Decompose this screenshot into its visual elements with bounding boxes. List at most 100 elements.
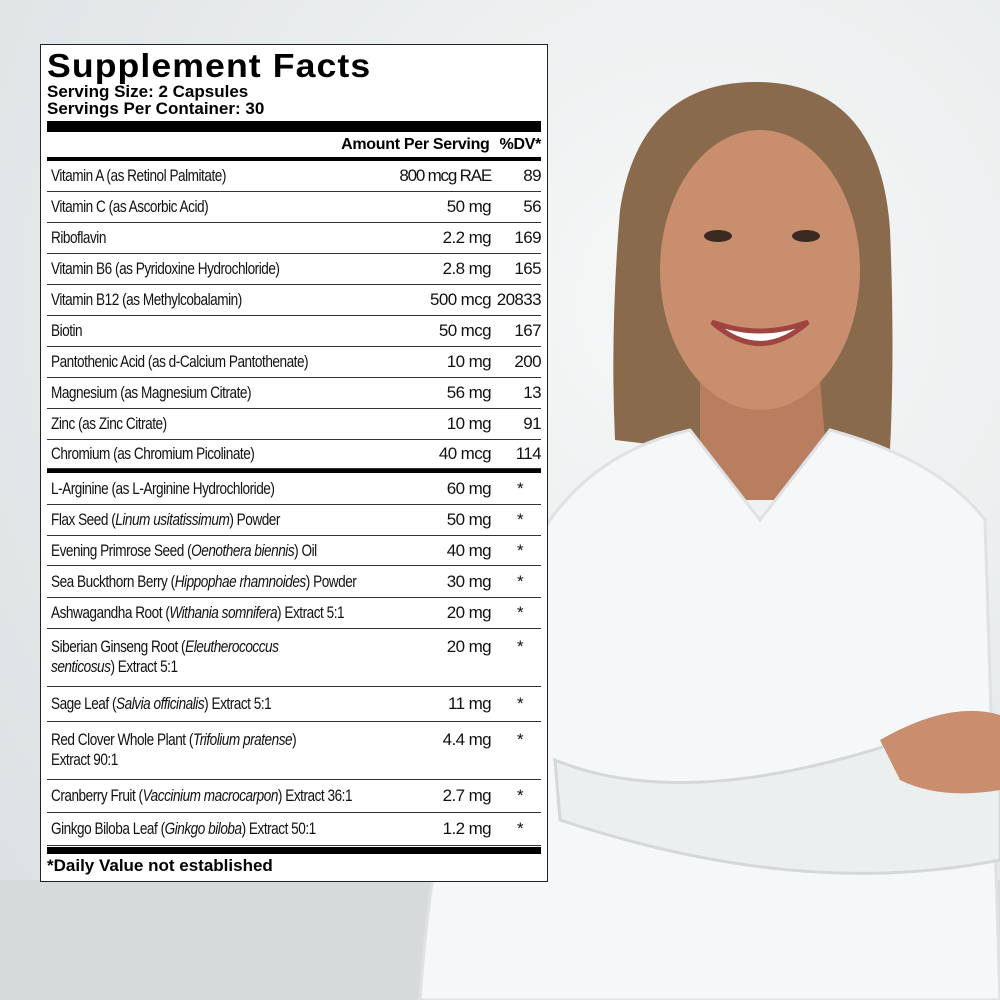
- nutrient-name-part: Vitamin B12 (as Methylcobalamin): [51, 290, 242, 309]
- daily-value: *: [516, 786, 524, 805]
- nutrient-row: Cranberry Fruit (Vaccinium macrocarpon) …: [47, 780, 541, 813]
- nutrient-name: Evening Primrose Seed (Oenothera biennis…: [47, 541, 391, 561]
- daily-value: 20833: [496, 290, 542, 309]
- amount: 500 mcg: [429, 290, 492, 309]
- daily-value: *: [516, 819, 524, 838]
- amount: 50 mg: [446, 510, 492, 529]
- hand: [880, 710, 1000, 794]
- nutrient-row: Riboflavin 2.2 mg 169: [47, 223, 542, 254]
- nutrient-row: Magnesium (as Magnesium Citrate) 56 mg 13: [47, 378, 542, 409]
- nutrient-row: Zinc (as Zinc Citrate) 10 mg 91: [47, 409, 542, 440]
- nutrient-name-part: Evening Primrose Seed (: [51, 540, 192, 560]
- nutrient-name: Sage Leaf (Salvia officinalis) Extract 5…: [47, 694, 391, 714]
- nutrient-name: Vitamin B12 (as Methylcobalamin): [47, 290, 391, 310]
- amount: 20 mg: [446, 637, 492, 656]
- supplement-facts-label: Supplement Facts Serving Size: 2 Capsule…: [40, 44, 548, 882]
- nutrient-name-text: Cranberry Fruit (Vaccinium macrocarpon) …: [51, 786, 391, 806]
- nutrient-name-part: Vitamin A (as Retinol Palmitate): [51, 166, 226, 185]
- latin-name: Hippophae rhamnoides: [174, 571, 307, 591]
- daily-value: *: [516, 571, 524, 591]
- arms: [553, 718, 1000, 875]
- amount: 2.7 mg: [442, 786, 492, 805]
- nutrient-name: Vitamin A (as Retinol Palmitate): [47, 166, 391, 186]
- nutrient-name-part: Sage Leaf (: [51, 694, 117, 713]
- nutrient-name-part: Vitamin B6 (as Pyridoxine Hydrochloride): [51, 259, 280, 278]
- nutrient-name-part: ) Extract 36:1: [277, 786, 353, 805]
- nutrient-row: Siberian Ginseng Root (Eleutherococcus s…: [47, 629, 541, 687]
- amount: 800 mcg RAE: [399, 166, 492, 185]
- nutrient-name-part: Siberian Ginseng Root (: [51, 637, 186, 656]
- nutrient-row: L-Arginine (as L-Arginine Hydrochloride)…: [47, 473, 541, 505]
- nutrient-name: Ashwagandha Root (Withania somnifera) Ex…: [47, 603, 391, 623]
- nutrient-name-text: Chromium (as Chromium Picolinate): [51, 444, 391, 464]
- nutrient-name-part: ) Oil: [294, 540, 317, 560]
- daily-value: 200: [514, 352, 541, 371]
- daily-value: *: [516, 478, 524, 498]
- nutrient-name-text: Magnesium (as Magnesium Citrate): [51, 383, 391, 403]
- nutrient-name-part: ) Powder: [305, 571, 357, 591]
- nutrient-row: Ginkgo Biloba Leaf (Ginkgo biloba) Extra…: [47, 813, 541, 846]
- nutrient-row: Vitamin C (as Ascorbic Acid) 50 mg 56: [47, 192, 542, 223]
- nutrient-name: Siberian Ginseng Root (Eleutherococcus s…: [47, 637, 391, 677]
- amount: 40 mcg: [438, 444, 492, 463]
- dv-header: %DV*: [499, 135, 542, 153]
- nutrient-name: Pantothenic Acid (as d-Calcium Pantothen…: [47, 352, 391, 372]
- nutrient-row: Biotin 50 mcg 167: [47, 316, 542, 347]
- latin-name: Linum usitatissimum: [115, 510, 230, 529]
- label-title: Supplement Facts: [47, 47, 372, 84]
- nutrient-row: Sage Leaf (Salvia officinalis) Extract 5…: [47, 687, 541, 722]
- nutrient-name: Cranberry Fruit (Vaccinium macrocarpon) …: [47, 786, 391, 806]
- latin-name: Salvia officinalis: [116, 694, 205, 713]
- daily-value: 167: [514, 321, 541, 340]
- nutrient-name-text: Zinc (as Zinc Citrate): [51, 414, 391, 434]
- nutrient-name-text: Vitamin B12 (as Methylcobalamin): [51, 290, 391, 310]
- nutrient-name: Red Clover Whole Plant (Trifolium praten…: [47, 730, 391, 770]
- eye: [704, 230, 732, 242]
- nutrient-name: Sea Buckthorn Berry (Hippophae rhamnoide…: [47, 572, 391, 592]
- amount: 2.2 mg: [442, 228, 492, 247]
- latin-name: Trifolium pratense: [192, 730, 293, 749]
- amount: 30 mg: [446, 571, 492, 591]
- face: [660, 130, 860, 410]
- nutrient-name-text: Flax Seed (Linum usitatissimum) Powder: [51, 510, 391, 530]
- latin-name: Withania somnifera: [169, 603, 278, 622]
- latin-name: Oenothera biennis: [191, 540, 295, 560]
- vitamin-rows: Vitamin A (as Retinol Palmitate) 800 mcg …: [47, 161, 542, 469]
- daily-value: *: [516, 730, 524, 749]
- nutrient-row: Vitamin B12 (as Methylcobalamin) 500 mcg 2…: [47, 285, 542, 316]
- daily-value: 56: [523, 197, 541, 216]
- daily-value: *: [516, 540, 524, 560]
- daily-value: 91: [523, 414, 541, 433]
- nutrient-name-text: Vitamin A (as Retinol Palmitate): [51, 166, 391, 186]
- nutrient-name-part: Flax Seed (: [51, 510, 116, 529]
- daily-value: 89: [523, 166, 541, 185]
- nutrient-name-text: Pantothenic Acid (as d-Calcium Pantothen…: [51, 352, 391, 372]
- nutrient-name-text: Sea Buckthorn Berry (Hippophae rhamnoide…: [51, 572, 391, 592]
- amount-header: Amount Per Serving: [341, 135, 490, 153]
- nutrient-name-text: Riboflavin: [51, 228, 391, 248]
- nutrient-row: Sea Buckthorn Berry (Hippophae rhamnoide…: [47, 566, 541, 598]
- daily-value: *: [516, 603, 524, 622]
- nutrient-row: Vitamin A (as Retinol Palmitate) 800 mcg …: [47, 161, 542, 192]
- nutrient-name: Chromium (as Chromium Picolinate): [47, 444, 391, 464]
- footnote: *Daily Value not established: [47, 856, 273, 875]
- latin-name: Vaccinium macrocarpon: [142, 786, 279, 805]
- nutrient-name-part: Sea Buckthorn Berry (: [51, 571, 175, 591]
- nutrient-name-text: Red Clover Whole Plant (Trifolium praten…: [51, 730, 323, 770]
- nutrient-name-part: Pantothenic Acid (as d-Calcium Pantothen…: [51, 352, 309, 371]
- nutrient-name-part: ) Extract 5:1: [277, 603, 345, 622]
- daily-value: *: [516, 694, 524, 713]
- smile: [710, 319, 810, 346]
- eye: [792, 230, 820, 242]
- nutrient-name-part: Cranberry Fruit (: [51, 786, 143, 805]
- divider-bar: [47, 121, 541, 132]
- daily-value: 165: [514, 259, 541, 278]
- nutrient-name-text: Evening Primrose Seed (Oenothera biennis…: [51, 541, 391, 561]
- nutrient-name: L-Arginine (as L-Arginine Hydrochloride): [47, 479, 391, 499]
- nutrient-row: Ashwagandha Root (Withania somnifera) Ex…: [47, 598, 541, 629]
- servings-per-container: Servings Per Container: 30: [47, 99, 265, 118]
- nutrient-name-part: Vitamin C (as Ascorbic Acid): [51, 197, 209, 216]
- nutrient-row: Evening Primrose Seed (Oenothera biennis…: [47, 536, 541, 566]
- serving-size: Serving Size: 2 Capsules: [47, 82, 249, 101]
- daily-value: 169: [514, 228, 541, 247]
